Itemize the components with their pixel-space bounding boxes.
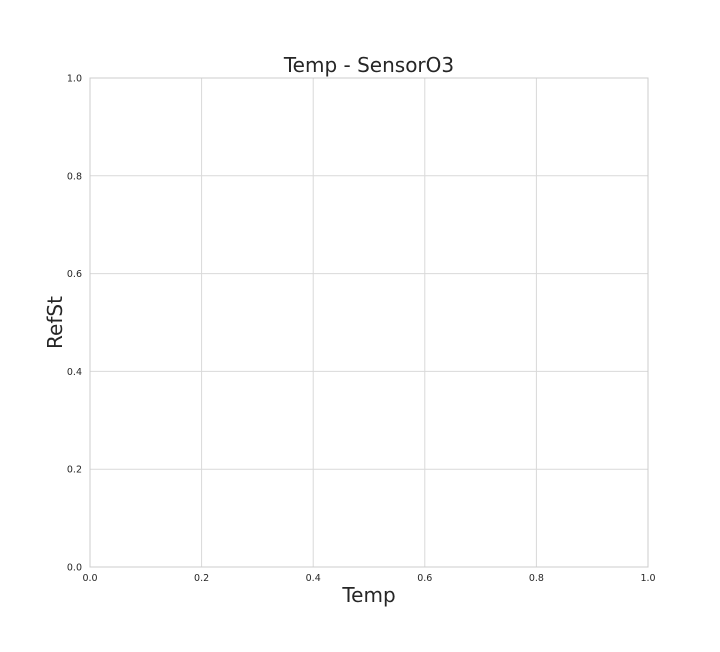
y-tick-label: 0.4	[67, 367, 82, 378]
x-axis-label: Temp	[341, 583, 395, 607]
y-tick-label: 0.6	[67, 269, 82, 280]
y-tick-label: 0.2	[67, 465, 82, 476]
x-tick-label: 0.6	[417, 573, 432, 584]
x-tick-label: 0.4	[306, 573, 321, 584]
y-tick-label: 0.0	[67, 563, 82, 574]
plot-area	[89, 77, 649, 568]
y-axis-label: RefSt	[43, 296, 67, 349]
y-axis-ticks: 0.0 0.2 0.4 0.6 0.8 1.0	[67, 74, 82, 574]
chart-title: Temp - SensorO3	[283, 53, 454, 77]
y-tick-label: 1.0	[67, 74, 82, 85]
x-axis-ticks: 0.0 0.2 0.4 0.6 0.8 1.0	[82, 573, 655, 584]
x-tick-label: 1.0	[640, 573, 655, 584]
x-tick-label: 0.2	[194, 573, 209, 584]
grid-layer	[89, 77, 649, 568]
x-tick-label: 0.8	[529, 573, 544, 584]
x-tick-label: 0.0	[82, 573, 97, 584]
y-tick-label: 0.8	[67, 171, 82, 182]
